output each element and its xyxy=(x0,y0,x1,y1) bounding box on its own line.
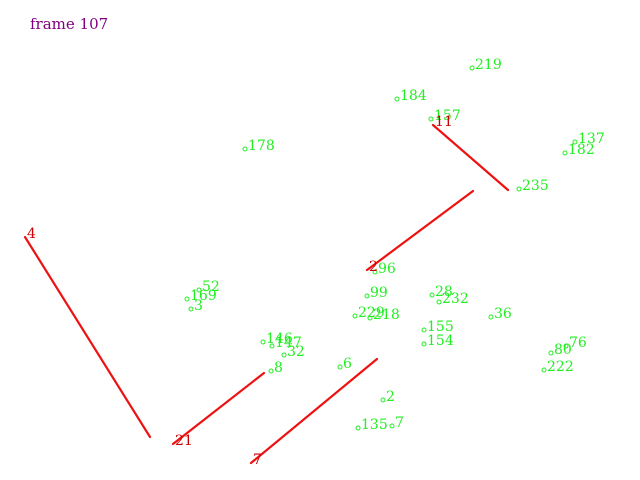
point-label: 28 xyxy=(435,284,453,300)
point-label: 146 xyxy=(266,331,293,347)
point-marker xyxy=(196,287,202,293)
segments-layer xyxy=(23,123,510,465)
point-marker xyxy=(268,368,274,374)
point-marker xyxy=(469,65,475,71)
point-marker xyxy=(184,296,190,302)
point-marker xyxy=(563,343,569,349)
point-marker xyxy=(242,146,248,152)
point-label: 6 xyxy=(343,356,352,372)
point-marker xyxy=(436,299,442,305)
point-label: 219 xyxy=(475,57,502,73)
point-label: 135 xyxy=(361,417,388,433)
point-marker xyxy=(355,425,361,431)
segment-label: 21 xyxy=(175,433,193,449)
point-marker xyxy=(516,186,522,192)
point-marker xyxy=(421,327,427,333)
point-label: 80 xyxy=(554,342,572,358)
segment-label: 7 xyxy=(253,452,262,468)
point-label: 169 xyxy=(190,288,217,304)
point-label: 178 xyxy=(248,138,275,154)
point-marker xyxy=(188,306,194,312)
point-marker xyxy=(352,313,358,319)
segment-label: 4 xyxy=(27,226,36,242)
point-label: 76 xyxy=(569,335,587,351)
point-label: 137 xyxy=(578,131,605,147)
point-marker xyxy=(394,96,400,102)
frame-title: frame 107 xyxy=(30,15,109,33)
point-label: 99 xyxy=(370,285,388,301)
point-label: 2 xyxy=(386,389,395,405)
point-label: 52 xyxy=(202,279,220,295)
segment-label: 2 xyxy=(369,259,378,275)
point-label: 235 xyxy=(522,178,549,194)
point-marker xyxy=(269,343,275,349)
point-marker xyxy=(429,292,435,298)
point-marker xyxy=(488,314,494,320)
point-label: 232 xyxy=(442,291,469,307)
point-label: 3 xyxy=(194,298,203,314)
point-marker xyxy=(380,397,386,403)
point-label: 32 xyxy=(287,344,305,360)
point-marker xyxy=(541,367,547,373)
segment-line xyxy=(365,189,475,272)
point-label: 36 xyxy=(494,306,512,322)
point-label: 184 xyxy=(400,88,427,104)
point-label: 96 xyxy=(378,261,396,277)
segment-line xyxy=(431,123,510,192)
point-marker xyxy=(337,364,343,370)
point-label: 222 xyxy=(547,359,574,375)
point-label: 229 xyxy=(358,305,385,321)
point-marker xyxy=(572,139,578,145)
point-label: 154 xyxy=(427,333,454,349)
point-marker xyxy=(562,150,568,156)
point-label: 218 xyxy=(373,307,400,323)
segment-line xyxy=(23,235,152,439)
point-marker xyxy=(389,423,395,429)
point-label: 182 xyxy=(568,142,595,158)
segment-label: 11 xyxy=(435,114,453,130)
segment-line xyxy=(171,371,266,446)
point-label: 157 xyxy=(434,108,461,124)
point-marker xyxy=(260,339,266,345)
point-marker xyxy=(548,350,554,356)
point-marker xyxy=(428,116,434,122)
point-label: 155 xyxy=(427,319,454,335)
point-marker xyxy=(367,315,373,321)
segment-line xyxy=(249,357,379,465)
point-label: 7 xyxy=(395,415,404,431)
point-label: 8 xyxy=(274,360,283,376)
point-marker xyxy=(421,341,427,347)
point-label: 147 xyxy=(275,335,302,351)
point-marker xyxy=(364,293,370,299)
point-marker xyxy=(372,269,378,275)
point-marker xyxy=(281,352,287,358)
